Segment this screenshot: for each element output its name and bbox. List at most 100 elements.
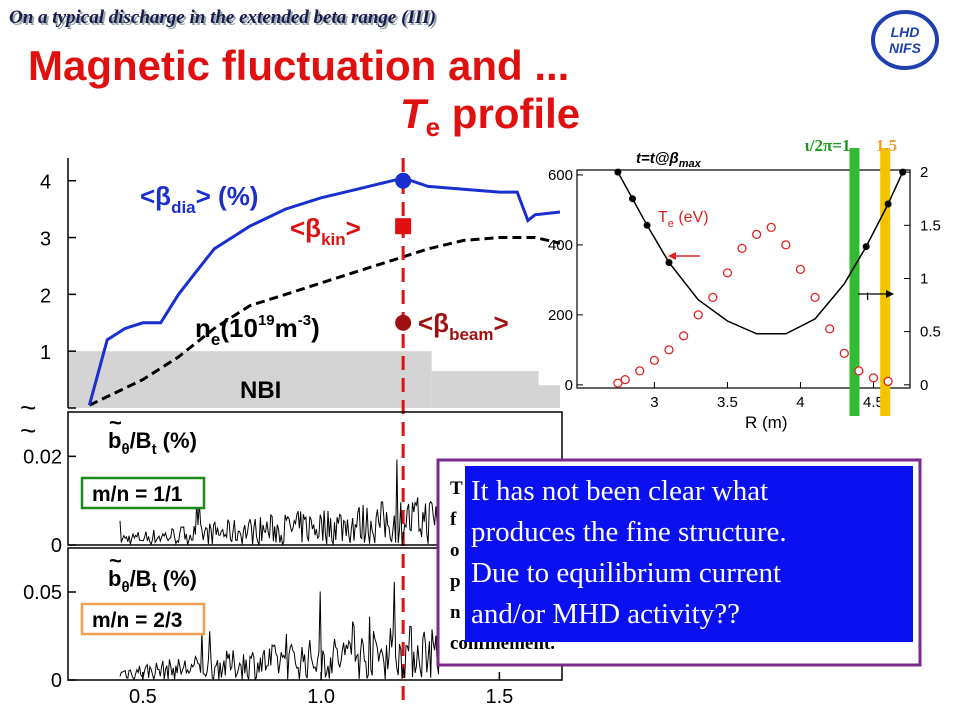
title-line2: Te profile — [400, 90, 580, 142]
l: > — [346, 213, 361, 243]
l: > (%) — [196, 181, 259, 211]
iota-point — [899, 168, 907, 176]
te-arrowhead — [668, 252, 676, 260]
y-tick-label: 400 — [548, 237, 573, 254]
l: beam — [449, 325, 493, 344]
y-tick-label: 2 — [40, 285, 51, 307]
l: > — [493, 308, 508, 338]
l: (%) — [157, 428, 197, 453]
l: e — [211, 330, 220, 349]
title-sub: e — [426, 112, 440, 142]
marker — [395, 172, 412, 189]
kicker-shadow: On a typical discharge in the extended b… — [11, 9, 438, 30]
x-tick-label: 3.5 — [717, 394, 738, 411]
hidden-line: f — [450, 509, 457, 530]
l: <β — [418, 308, 449, 338]
te-point — [795, 264, 806, 275]
te-point — [722, 268, 733, 278]
charts: 1 2 3 4 0 0.02 0 0.05 0.5 1.0 1.5 0 200 400 600 0 0.5 1 1.… — [23, 136, 941, 708]
beta-kin-label: <βkin> — [290, 213, 361, 249]
te-point — [737, 243, 747, 254]
l: m — [275, 313, 298, 343]
l: <β — [290, 213, 321, 243]
iota-point — [629, 195, 636, 203]
nbi-block — [431, 371, 539, 408]
title-rest: profile — [440, 90, 580, 137]
l: /B — [130, 428, 152, 453]
note-line: Due to equilibrium current — [471, 557, 781, 589]
fluct-label: bθ/Bt (%) — [108, 428, 197, 458]
iota-point — [614, 168, 622, 176]
nbi-block — [538, 385, 560, 408]
l: t — [152, 441, 157, 458]
y2-tick-label: 0.5 — [920, 324, 941, 341]
y-tick-label: 0 — [565, 377, 573, 394]
logo-bottom: NIFS — [889, 40, 922, 56]
hidden-line: p — [450, 571, 461, 592]
tilde: ~ — [109, 548, 122, 573]
hidden-line: o — [450, 540, 460, 561]
beta-beam-label: <βbeam> — [418, 308, 509, 344]
note-text: It has not been clear what produces the f… — [471, 475, 787, 630]
mode-box — [80, 476, 206, 510]
surface-bar — [849, 148, 860, 416]
iota-arrowhead — [886, 290, 894, 298]
te-point — [839, 348, 849, 359]
te-label: Te (eV) — [658, 209, 709, 230]
iota-point — [643, 221, 651, 229]
y-tick-label: 200 — [548, 307, 573, 324]
te-point — [693, 310, 703, 320]
te-point — [868, 373, 879, 383]
x-tick-label: 1.5 — [485, 686, 513, 708]
fluct-trace — [119, 459, 441, 547]
l: 19 — [258, 312, 275, 329]
te-point — [854, 366, 864, 376]
time-label: t=t@βmax — [636, 150, 702, 170]
logo-ring — [871, 10, 939, 70]
title-t: T — [400, 90, 429, 137]
profile-frame — [576, 169, 911, 389]
surface-label: ι/2π=1 — [805, 136, 851, 155]
tilde: ~ — [109, 410, 122, 435]
l: (%) — [157, 566, 197, 591]
te-point — [766, 222, 776, 233]
l: e — [668, 218, 674, 230]
y-tick-label: 1 — [40, 342, 51, 364]
mode-label: m/n = 2/3 — [92, 609, 182, 632]
y-tick-label: 0 — [51, 535, 62, 557]
marker — [395, 314, 412, 331]
title: Magnetic fluctuation and ... — [28, 42, 569, 89]
ne-label: ne(1019m-3) — [195, 312, 320, 349]
iota-point — [665, 259, 673, 267]
te-point — [810, 292, 820, 303]
l: n — [195, 313, 211, 343]
axis-break: ~ — [20, 392, 36, 423]
te-point — [664, 345, 674, 355]
x-axis-label: R (m) — [745, 413, 787, 432]
y-tick-label: 0.05 — [23, 582, 62, 604]
y2-tick-label: 1 — [920, 270, 928, 287]
y-tick-label: 0 — [51, 670, 62, 692]
te-point — [781, 240, 791, 250]
x-tick-label: 1.0 — [307, 686, 335, 708]
l: θ — [121, 441, 129, 458]
l: max — [679, 158, 702, 170]
te-point — [708, 292, 718, 303]
note-line: produces the fine structure. — [471, 516, 787, 548]
te-point — [883, 376, 893, 387]
logo: LHD NIFS — [871, 10, 939, 70]
te-point — [649, 355, 660, 366]
y-tick-label: 0.02 — [23, 446, 62, 468]
trace — [88, 236, 561, 407]
l: b — [108, 566, 121, 591]
l: b — [108, 428, 121, 453]
note-line: It has not been clear what — [471, 475, 768, 507]
x-tick-label: 3 — [650, 394, 658, 411]
l: T — [658, 209, 668, 226]
axis-break: ~ — [20, 415, 36, 446]
te-point — [613, 378, 623, 388]
x-tick-label: 0.5 — [129, 686, 157, 708]
x-tick-label: 4 — [796, 394, 804, 411]
hidden-line: T — [450, 478, 463, 499]
note-line: and/or MHD activity?? — [471, 598, 740, 630]
